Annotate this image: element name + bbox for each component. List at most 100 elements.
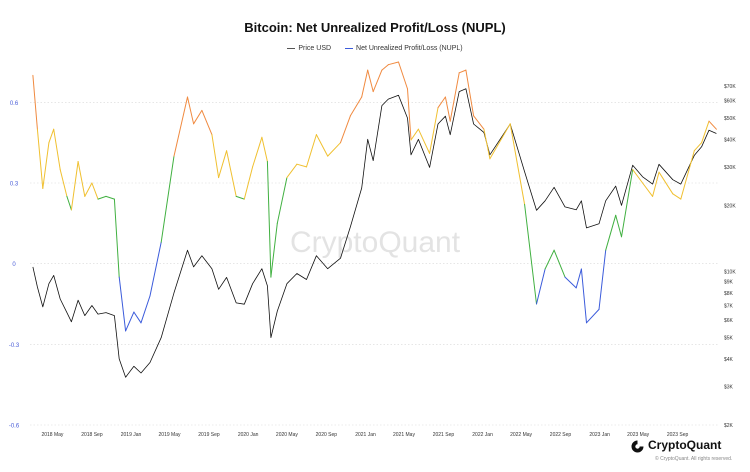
nupl-segment (266, 161, 272, 278)
x-tick-label: 2022 May (510, 432, 532, 438)
nupl-segment (708, 120, 717, 130)
legend-item-nupl[interactable]: Net Unrealized Profit/Loss (NUPL) (345, 45, 463, 52)
nupl-segment (437, 96, 446, 109)
chart-grid (30, 102, 718, 426)
nupl-segment (483, 128, 491, 160)
left-tick-label: 0.6 (10, 101, 19, 107)
nupl-segment (564, 276, 577, 289)
nupl-segment (458, 69, 467, 74)
right-tick-label: $4K (724, 357, 734, 363)
x-tick-label: 2023 Sep (667, 432, 689, 438)
nupl-segment (410, 128, 419, 141)
nupl-segment (693, 142, 703, 152)
right-tick-label: $5K (724, 336, 734, 342)
x-tick-label: 2021 Sep (433, 432, 455, 438)
nupl-segment (235, 195, 245, 200)
nupl-segment (105, 195, 115, 200)
nupl-segment (306, 134, 317, 168)
nupl-segment (125, 311, 135, 332)
nupl-segment (680, 150, 695, 200)
brand-name: CryptoQuant (648, 438, 722, 452)
nupl-segment (160, 155, 175, 243)
nupl-segment (407, 88, 412, 141)
nupl-segment (48, 128, 55, 144)
left-tick-label: -0.6 (9, 424, 20, 430)
nupl-segment (77, 161, 86, 197)
nupl-segment (315, 134, 329, 157)
right-tick-label: $60K (724, 99, 736, 105)
nupl-segment (53, 128, 61, 171)
x-axis: 2018 May 2018 Sep 2019 Jan 2019 May 2019 Sep… (41, 432, 688, 438)
watermark-text: CryptoQuant (290, 226, 461, 259)
nupl-segment (473, 115, 485, 130)
right-tick-label: $3K (724, 384, 734, 390)
nupl-segment (42, 142, 50, 189)
right-tick-label: $30K (724, 165, 736, 171)
nupl-segment (226, 150, 237, 197)
nupl-segment (465, 69, 475, 117)
copyright-text: © CryptoQuant. All rights reserved. (655, 456, 733, 462)
legend-swatch-price (287, 47, 296, 49)
series-layer (32, 61, 717, 378)
nupl-segment (118, 276, 127, 332)
x-tick-label: 2023 Jan (589, 432, 610, 438)
x-tick-label: 2022 Sep (550, 432, 572, 438)
nupl-segment (489, 123, 511, 160)
nupl-segment (270, 222, 278, 278)
nupl-segment (367, 69, 374, 93)
nupl-segment (361, 69, 369, 98)
nupl-segment (575, 268, 582, 289)
left-tick-label: 0 (12, 262, 16, 268)
nupl-segment (201, 109, 213, 136)
left-tick-label: 0.3 (10, 182, 19, 188)
nupl-segment (381, 64, 389, 71)
nupl-segment (252, 136, 263, 168)
nupl-segment (296, 163, 307, 168)
nupl-segment (598, 249, 607, 310)
nupl-segment (97, 195, 107, 200)
x-tick-label: 2020 Sep (316, 432, 338, 438)
left-axis: 0.6 0.3 0 -0.3 -0.6 (9, 101, 20, 430)
nupl-segment (580, 268, 587, 324)
nupl-segment (193, 109, 203, 125)
nupl-segment (372, 69, 383, 93)
nupl-segment (140, 295, 151, 324)
nupl-segment (429, 107, 439, 154)
right-tick-label: $40K (724, 137, 736, 143)
nupl-segment (701, 120, 710, 144)
x-tick-label: 2019 Sep (198, 432, 220, 438)
legend-label-nupl: Net Unrealized Profit/Loss (NUPL) (356, 45, 463, 52)
nupl-segment (536, 268, 546, 305)
nupl-segment (91, 182, 99, 200)
nupl-segment (32, 74, 38, 130)
nupl-segment (327, 142, 341, 157)
nupl-segment (84, 182, 93, 197)
nupl-segment (553, 249, 566, 278)
left-tick-label: -0.3 (9, 343, 20, 349)
brand-mark: CryptoQuant (631, 438, 741, 454)
x-tick-label: 2020 May (276, 432, 298, 438)
nupl-segment (286, 163, 298, 179)
right-tick-label: $7K (724, 304, 734, 310)
nupl-segment (544, 249, 555, 270)
nupl-segment (586, 308, 600, 324)
x-tick-label: 2018 Sep (81, 432, 103, 438)
nupl-segment (113, 198, 120, 278)
x-tick-label: 2018 May (41, 432, 63, 438)
right-tick-label: $70K (724, 84, 736, 90)
nupl-segment (524, 204, 537, 305)
nupl-segment (417, 128, 431, 154)
x-tick-label: 2021 Jan (355, 432, 376, 438)
price-line (32, 88, 717, 378)
nupl-segment (672, 193, 682, 200)
nupl-segment (621, 169, 634, 238)
legend-item-price[interactable]: Price USD (287, 45, 331, 52)
x-tick-label: 2022 Jan (472, 432, 493, 438)
chart-title: Bitcoin: Net Unrealized Profit/Loss (NUP… (244, 20, 506, 35)
nupl-segment (449, 72, 460, 122)
nupl-segment (173, 96, 188, 157)
nupl-segment (70, 161, 79, 211)
x-tick-label: 2023 May (627, 432, 649, 438)
nupl-segment (276, 177, 288, 224)
